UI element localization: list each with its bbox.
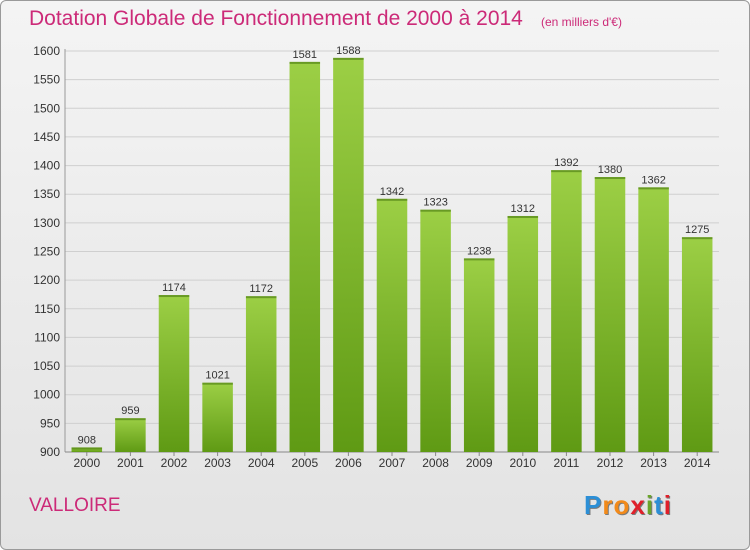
bar-top-edge bbox=[245, 296, 277, 299]
x-tick-label: 2011 bbox=[553, 456, 579, 470]
y-axis-ticks: 900 950 1000 1050 1100 1150 1200 1250 1300 1350 14… bbox=[33, 44, 60, 459]
value-label: 1380 bbox=[598, 164, 622, 176]
value-label: 1021 bbox=[205, 370, 229, 382]
bar-top-edge bbox=[289, 61, 321, 64]
value-label: 1392 bbox=[554, 157, 578, 169]
logo-letter: i bbox=[645, 490, 655, 520]
y-tick-label: 1200 bbox=[33, 273, 60, 287]
value-label: 1275 bbox=[685, 224, 709, 236]
y-tick-label: 1000 bbox=[33, 388, 60, 402]
logo-letter: o bbox=[613, 490, 631, 520]
value-label: 1238 bbox=[467, 245, 491, 257]
commune-name: VALLOIRE bbox=[29, 495, 121, 516]
bar-2012 bbox=[594, 177, 626, 452]
x-tick-label: 2012 bbox=[597, 456, 624, 470]
bar-2003 bbox=[202, 382, 233, 452]
proxiti-logo[interactable]: Proxiti bbox=[584, 490, 672, 521]
y-tick-label: 1250 bbox=[33, 245, 60, 259]
y-tick-label: 1150 bbox=[34, 302, 60, 316]
logo-letter: t bbox=[654, 490, 664, 520]
y-tick-label: 1100 bbox=[34, 330, 60, 344]
bar-top-edge bbox=[71, 447, 103, 450]
bar-2001 bbox=[115, 418, 146, 452]
bar-2006 bbox=[333, 57, 364, 452]
x-tick-label: 2013 bbox=[640, 456, 667, 470]
x-axis-ticks: 2000 2001 2002 2003 2004 2005 2006 2007 2008 2009… bbox=[73, 452, 711, 470]
y-tick-label: 1500 bbox=[33, 101, 60, 115]
y-tick-label: 1600 bbox=[33, 44, 60, 58]
bar-top-edge bbox=[115, 418, 146, 421]
x-tick-label: 2005 bbox=[291, 456, 318, 470]
bar-top-edge bbox=[333, 57, 364, 60]
value-label: 1588 bbox=[336, 45, 360, 57]
bar-2005 bbox=[289, 61, 321, 453]
x-tick-label: 2009 bbox=[466, 456, 493, 470]
logo-letter: r bbox=[602, 490, 614, 520]
y-tick-label: 1050 bbox=[33, 359, 60, 373]
bar-2009 bbox=[463, 258, 495, 452]
bar-2002 bbox=[158, 295, 190, 452]
bar-top-edge bbox=[202, 382, 233, 385]
value-label: 908 bbox=[78, 434, 96, 446]
bar-2007 bbox=[376, 198, 408, 452]
y-tick-label: 1450 bbox=[33, 130, 60, 144]
bar-top-edge bbox=[463, 258, 495, 261]
logo-letter: x bbox=[630, 490, 646, 520]
bar-top-edge bbox=[638, 187, 669, 190]
x-tick-label: 2010 bbox=[509, 456, 536, 470]
y-tick-label: 1400 bbox=[33, 159, 60, 173]
bar-top-edge bbox=[376, 198, 408, 201]
x-tick-label: 2000 bbox=[73, 456, 100, 470]
value-label: 1174 bbox=[162, 282, 186, 294]
bar-2000 bbox=[71, 447, 103, 452]
value-label: 1312 bbox=[511, 203, 535, 215]
bar-top-edge bbox=[420, 209, 451, 212]
x-tick-label: 2002 bbox=[161, 456, 188, 470]
bars: 908 959 1174 1021 1172 1581 1588 1342 1323 1238 13… bbox=[71, 45, 713, 453]
bar-2008 bbox=[420, 209, 451, 452]
y-tick-label: 1300 bbox=[33, 216, 60, 230]
y-tick-label: 1350 bbox=[33, 187, 60, 201]
value-label: 1323 bbox=[423, 197, 447, 209]
x-tick-label: 2004 bbox=[248, 456, 275, 470]
bar-2013 bbox=[638, 187, 669, 452]
bar-top-edge bbox=[681, 237, 713, 240]
y-tick-label: 950 bbox=[40, 416, 60, 430]
x-tick-label: 2001 bbox=[117, 456, 144, 470]
x-tick-label: 2014 bbox=[684, 456, 711, 470]
value-label: 1172 bbox=[249, 283, 273, 295]
value-label: 959 bbox=[121, 405, 139, 417]
y-tick-label: 900 bbox=[40, 445, 60, 459]
x-tick-label: 2007 bbox=[379, 456, 406, 470]
x-tick-label: 2003 bbox=[204, 456, 231, 470]
value-label: 1581 bbox=[293, 49, 317, 61]
bar-2011 bbox=[551, 170, 582, 452]
y-tick-label: 1550 bbox=[33, 73, 60, 87]
bar-top-edge bbox=[594, 177, 626, 180]
chart-title: Dotation Globale de Fonctionnement de 20… bbox=[29, 7, 523, 30]
bar-top-edge bbox=[158, 295, 190, 298]
bar-2004 bbox=[245, 296, 277, 452]
x-tick-label: 2006 bbox=[335, 456, 362, 470]
value-label: 1362 bbox=[641, 174, 665, 186]
unit-label: (en milliers d'€) bbox=[541, 15, 622, 29]
bar-top-edge bbox=[507, 215, 539, 218]
bar-2010 bbox=[507, 215, 539, 452]
bar-top-edge bbox=[551, 170, 582, 173]
logo-letter: i bbox=[663, 490, 672, 520]
x-tick-label: 2008 bbox=[422, 456, 449, 470]
bar-2014 bbox=[681, 237, 713, 452]
value-label: 1342 bbox=[380, 186, 404, 198]
logo-letter: P bbox=[584, 490, 603, 520]
